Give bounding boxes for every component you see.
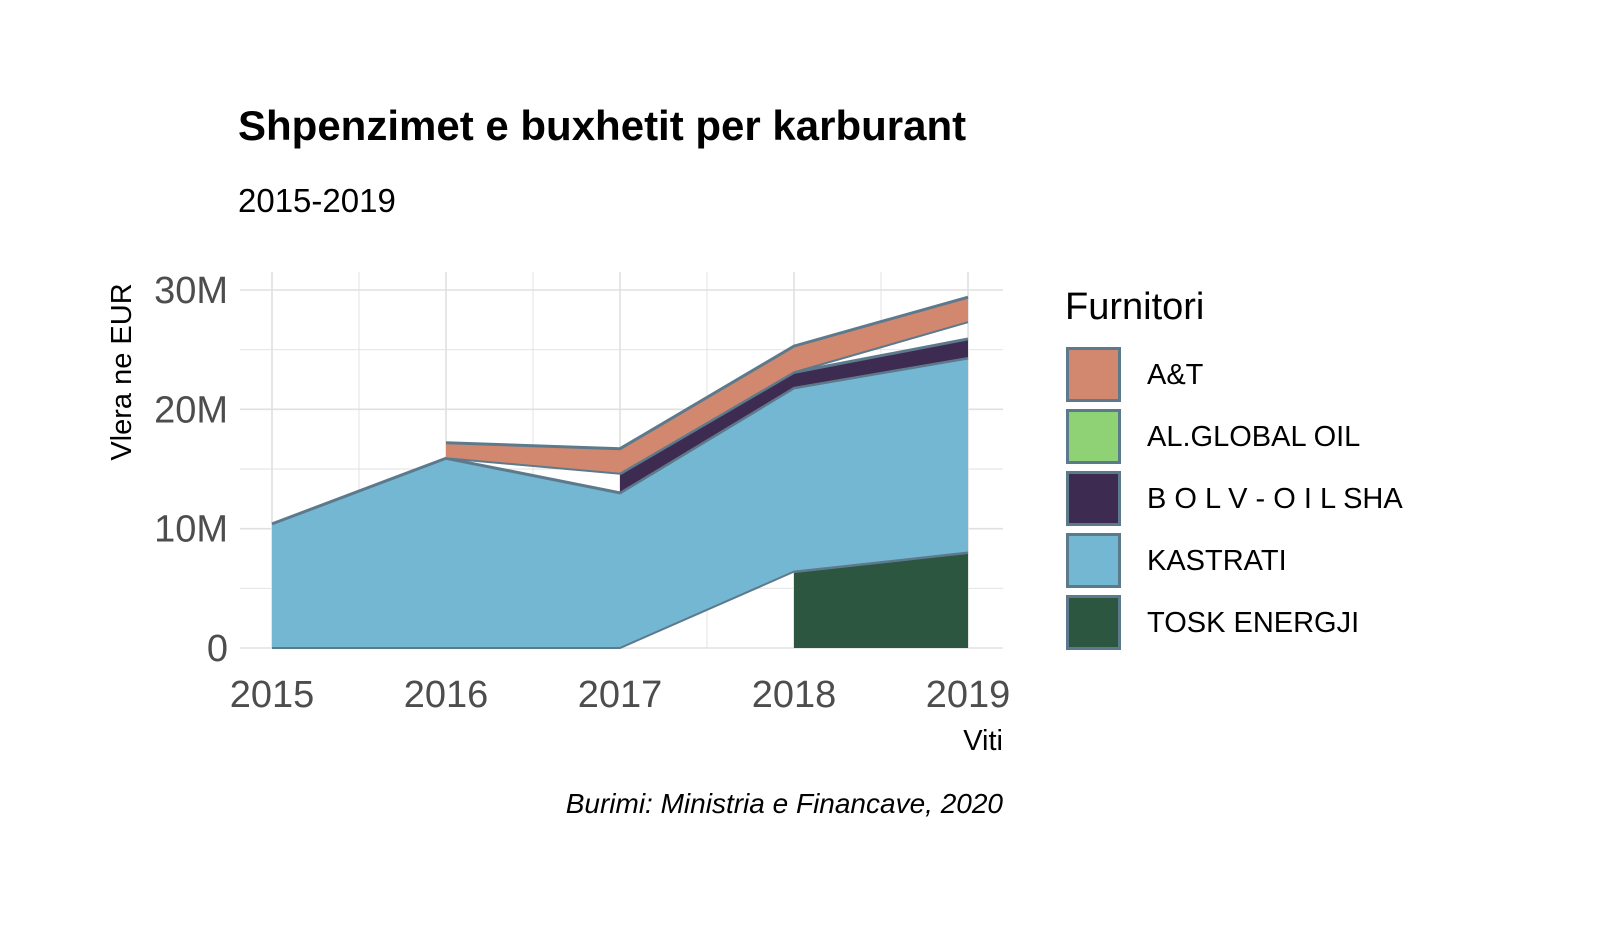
legend-label: KASTRATI xyxy=(1147,545,1287,577)
area-outline-bottom xyxy=(272,551,969,649)
area-outline-bottom xyxy=(445,321,969,475)
legend-title: Furnitori xyxy=(1065,286,1205,328)
legend-key xyxy=(1066,471,1121,526)
legend-key xyxy=(1066,409,1121,464)
legend-key xyxy=(1066,347,1121,402)
legend-label: TOSK ENERGJI xyxy=(1147,607,1360,639)
area-tosk-energji xyxy=(794,552,968,648)
y-tick-label: 0 xyxy=(207,628,228,670)
x-tick-label: 2016 xyxy=(404,674,489,716)
x-tick-label: 2015 xyxy=(230,674,315,716)
y-tick-label: 10M xyxy=(154,509,228,551)
legend-key xyxy=(1066,533,1121,588)
legend-label: B O L V - O I L SHA xyxy=(1147,483,1403,515)
chart-caption: Burimi: Ministria e Financave, 2020 xyxy=(565,788,1003,819)
y-axis-label: Vlera ne EUR xyxy=(106,283,138,460)
x-tick-label: 2018 xyxy=(752,674,837,716)
chart-title: Shpenzimet e buxhetit per karburant xyxy=(238,102,967,149)
legend-label: AL.GLOBAL OIL xyxy=(1147,421,1361,453)
area-kastrati xyxy=(272,358,968,648)
area-outline-top xyxy=(445,295,969,451)
area-a-t xyxy=(446,297,968,474)
x-tick-label: 2019 xyxy=(926,674,1011,716)
legend-key xyxy=(1066,595,1121,650)
y-tick-label: 30M xyxy=(154,270,228,312)
legend-label: A&T xyxy=(1147,359,1204,391)
x-axis-label: Viti xyxy=(963,725,1003,757)
area-b-o-l-v-o-i-l-sha xyxy=(620,338,968,493)
chart-subtitle: 2015-2019 xyxy=(238,182,396,219)
y-tick-label: 20M xyxy=(154,389,228,431)
area-outline-bottom xyxy=(619,357,969,494)
x-tick-label: 2017 xyxy=(578,674,663,716)
